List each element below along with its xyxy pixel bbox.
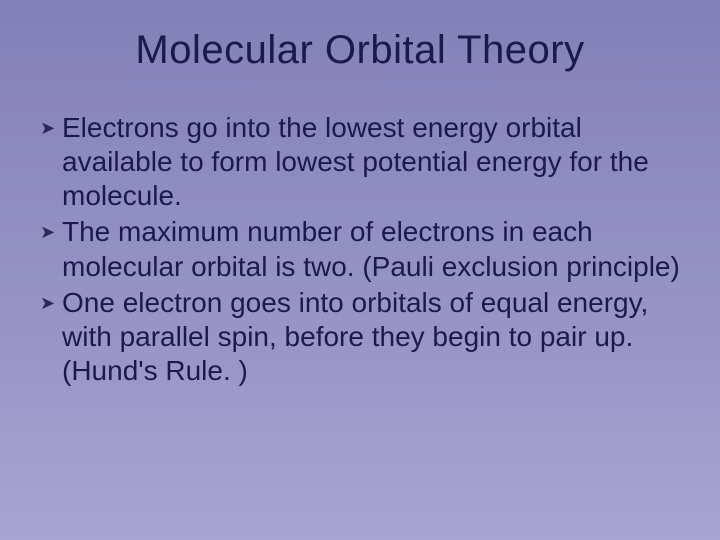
- bullet-marker-icon: ➤: [40, 286, 62, 315]
- list-item: ➤ Electrons go into the lowest energy or…: [40, 111, 680, 213]
- list-item: ➤ The maximum number of electrons in eac…: [40, 215, 680, 283]
- bullet-marker-icon: ➤: [40, 215, 62, 244]
- slide: Molecular Orbital Theory ➤ Electrons go …: [0, 0, 720, 540]
- bullet-text: One electron goes into orbitals of equal…: [62, 286, 680, 388]
- list-item: ➤ One electron goes into orbitals of equ…: [40, 286, 680, 388]
- bullet-text: The maximum number of electrons in each …: [62, 215, 680, 283]
- slide-title: Molecular Orbital Theory: [40, 28, 680, 73]
- bullet-list: ➤ Electrons go into the lowest energy or…: [40, 111, 680, 388]
- bullet-text: Electrons go into the lowest energy orbi…: [62, 111, 680, 213]
- bullet-marker-icon: ➤: [40, 111, 62, 140]
